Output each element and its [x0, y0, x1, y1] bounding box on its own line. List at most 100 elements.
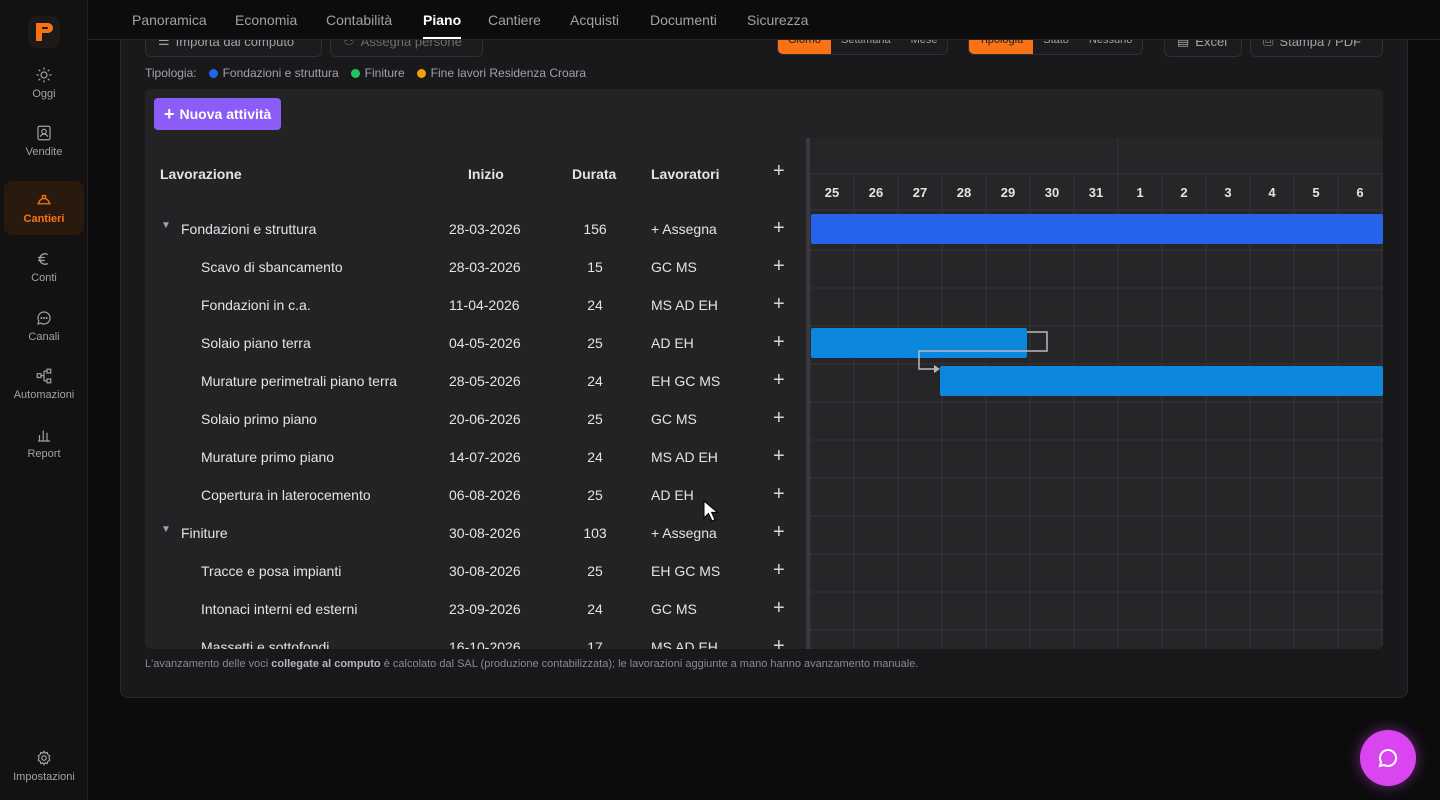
task-start: 28-03-2026: [449, 221, 521, 237]
add-column-plus-icon[interactable]: +: [773, 160, 785, 182]
sidebar-item-label: Automazioni: [13, 389, 75, 401]
tab-panoramica[interactable]: Panoramica: [132, 12, 207, 28]
task-name: Fondazioni in c.a.: [201, 297, 311, 313]
plus-icon: +: [164, 103, 175, 124]
timeline-day-label: 30: [1044, 185, 1060, 200]
task-start: 28-05-2026: [449, 373, 521, 389]
table-row[interactable]: Massetti e sottofondi 16-10-2026 17 MS AD E…: [145, 628, 807, 649]
legend-item-fondazioni: Fondazioni e struttura: [208, 66, 339, 80]
task-duration: 17: [587, 639, 603, 649]
timeline-day-label: 2: [1180, 185, 1188, 200]
sidebar-item-impostazioni[interactable]: Impostazioni: [4, 739, 84, 793]
table-row[interactable]: Scavo di sbancamento 28-03-2026 15 GC MS +: [145, 248, 807, 286]
tab-documenti[interactable]: Documenti: [650, 12, 717, 28]
sidebar-item-label: Report: [27, 448, 61, 460]
task-duration: 24: [587, 449, 603, 465]
progress-footnote: L'avanzamento delle voci collegate al co…: [145, 658, 918, 670]
section-tabs: Panoramica Economia Contabilità Piano Ca…: [88, 0, 1440, 40]
add-subtask-plus-icon[interactable]: +: [773, 331, 785, 353]
gantt-panel: + Nuova attività Lavorazione Inizio Dura…: [145, 89, 1383, 649]
footnote-pre: L'avanzamento delle voci: [145, 658, 272, 670]
sidebar-item-oggi[interactable]: Oggi: [4, 56, 84, 110]
sidebar-item-automazioni[interactable]: Automazioni: [4, 357, 84, 411]
dependency-link: [918, 331, 1048, 370]
group-row[interactable]: ▼ Finiture 30-08-2026 103 + Assegna +: [145, 514, 807, 552]
tab-sicurezza[interactable]: Sicurezza: [747, 12, 809, 28]
add-subtask-plus-icon[interactable]: +: [773, 369, 785, 391]
euro-icon: [38, 253, 49, 265]
tab-cantiere[interactable]: Cantiere: [488, 12, 541, 28]
sidebar-item-canali[interactable]: Canali: [4, 299, 84, 353]
tab-acquisti[interactable]: Acquisti: [570, 12, 620, 28]
sidebar-item-conti[interactable]: Conti: [4, 240, 84, 294]
assign-workers-link[interactable]: + Assegna: [651, 221, 717, 237]
tab-piano[interactable]: Piano: [423, 12, 462, 39]
sidebar: Oggi Vendite Cantieri Conti Canali Autom…: [0, 0, 88, 800]
table-row[interactable]: Fondazioni in c.a. 11-04-2026 24 MS AD EH +: [145, 286, 807, 324]
assign-workers-link[interactable]: + Assegna: [651, 525, 717, 541]
app-logo[interactable]: [28, 16, 60, 48]
sidebar-item-label: Conti: [31, 272, 57, 284]
new-activity-button[interactable]: + Nuova attività: [154, 98, 282, 130]
table-row[interactable]: Murature primo piano 14-07-2026 24 MS AD EH…: [145, 438, 807, 476]
collapse-caret-icon[interactable]: ▼: [161, 524, 171, 535]
task-workers: EH GC MS: [651, 563, 721, 579]
task-duration: 25: [587, 411, 603, 427]
table-row[interactable]: Tracce e posa impianti 30-08-2026 25 EH GC …: [145, 552, 807, 590]
task-workers: GC MS: [651, 259, 697, 275]
add-subtask-plus-icon[interactable]: +: [773, 293, 785, 315]
gantt-bar-fondazioni-e-struttura[interactable]: [811, 214, 1383, 244]
task-duration: 25: [587, 487, 603, 503]
legend-title: Tipologia:: [145, 66, 197, 80]
task-start: 20-06-2026: [449, 411, 521, 427]
collapse-caret-icon[interactable]: ▼: [161, 220, 171, 231]
add-subtask-plus-icon[interactable]: +: [773, 521, 785, 543]
table-row[interactable]: Copertura in laterocemento 06-08-2026 25 AD…: [145, 476, 807, 514]
task-duration: 24: [587, 297, 603, 313]
bar-chart-icon: [38, 430, 50, 442]
sidebar-item-vendite[interactable]: Vendite: [4, 114, 84, 168]
add-subtask-plus-icon[interactable]: +: [773, 445, 785, 467]
task-start: 06-08-2026: [449, 487, 521, 503]
timeline-day-label: 26: [868, 185, 884, 200]
sidebar-item-label: Canali: [28, 331, 60, 343]
task-workers: GC MS: [651, 411, 697, 427]
printer-icon: ⎙: [1263, 33, 1274, 48]
timeline-day-label: 6: [1356, 185, 1364, 200]
timeline-day-label: 1: [1136, 185, 1144, 200]
support-chat-button[interactable]: [1360, 730, 1416, 786]
panel-splitter[interactable]: [806, 138, 810, 649]
task-duration: 103: [583, 525, 607, 541]
add-subtask-plus-icon[interactable]: +: [773, 597, 785, 619]
add-subtask-plus-icon[interactable]: +: [773, 483, 785, 505]
add-subtask-plus-icon[interactable]: +: [773, 559, 785, 581]
table-row[interactable]: Solaio primo piano 20-06-2026 25 GC MS +: [145, 400, 807, 438]
tab-contabilita[interactable]: Contabilità: [326, 12, 393, 28]
sidebar-item-label: Vendite: [25, 146, 63, 158]
task-workers: GC MS: [651, 601, 697, 617]
table-row[interactable]: Intonaci interni ed esterni 23-09-2026 24 G…: [145, 590, 807, 628]
tab-economia[interactable]: Economia: [235, 12, 298, 28]
type-legend: Tipologia: Fondazioni e struttura Finitu…: [145, 66, 586, 80]
add-subtask-plus-icon[interactable]: +: [773, 407, 785, 429]
add-subtask-plus-icon[interactable]: +: [773, 255, 785, 277]
gantt-bar-murature-perimetrali[interactable]: [940, 366, 1383, 396]
task-name: Copertura in laterocemento: [201, 487, 371, 503]
sidebar-item-cantieri[interactable]: Cantieri: [4, 181, 84, 235]
table-row[interactable]: Murature perimetrali piano terra 28-05-20…: [145, 362, 807, 400]
legend-item-fine-lavori: Fine lavori Residenza Croara: [416, 66, 586, 80]
group-row[interactable]: ▼ Fondazioni e struttura 28-03-2026 156 + As…: [145, 210, 807, 248]
task-start: 28-03-2026: [449, 259, 521, 275]
task-workers: MS AD EH: [651, 639, 718, 649]
add-subtask-plus-icon[interactable]: +: [773, 217, 785, 239]
task-start: 04-05-2026: [449, 335, 521, 351]
gear-icon: [37, 750, 51, 766]
sidebar-item-report[interactable]: Report: [4, 416, 84, 470]
add-subtask-plus-icon[interactable]: +: [773, 635, 785, 649]
workflow-icon: [36, 368, 52, 384]
task-duration: 25: [587, 335, 603, 351]
task-name: Murature primo piano: [201, 449, 335, 465]
task-name: Murature perimetrali piano terra: [201, 373, 398, 389]
sidebar-item-label: Oggi: [32, 88, 56, 100]
table-row[interactable]: Solaio piano terra 04-05-2026 25 AD EH +: [145, 324, 807, 362]
